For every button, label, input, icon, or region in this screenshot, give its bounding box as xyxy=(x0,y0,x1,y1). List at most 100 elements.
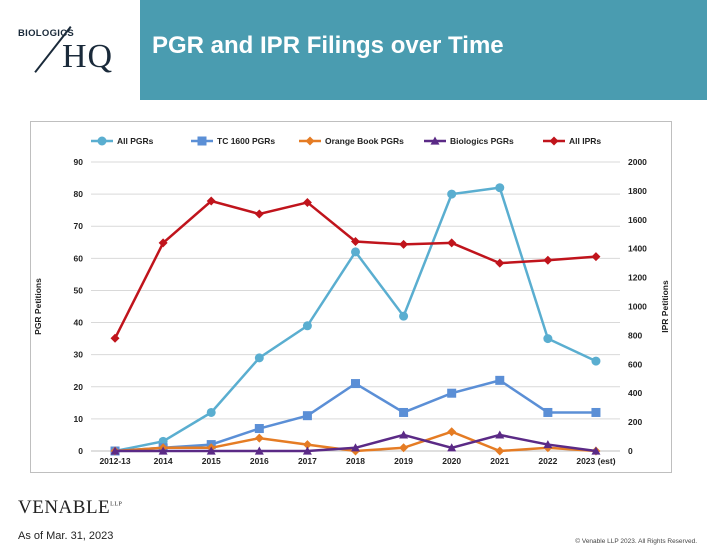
legend-swatch-marker xyxy=(197,136,207,146)
y-tick-label: 30 xyxy=(74,350,84,360)
data-point xyxy=(447,189,457,199)
data-point xyxy=(351,236,360,246)
data-point xyxy=(447,427,457,437)
y-tick-label: 80 xyxy=(74,189,84,199)
data-point xyxy=(110,333,120,343)
y-tick-label: 50 xyxy=(74,285,84,295)
data-point xyxy=(399,407,409,417)
y2-tick-label: 1600 xyxy=(628,215,647,225)
y-tick-label: 90 xyxy=(74,157,84,167)
data-point xyxy=(110,446,120,455)
data-point xyxy=(591,407,601,417)
legend-swatch-marker xyxy=(305,136,315,146)
data-point xyxy=(254,424,264,434)
data-point xyxy=(302,411,312,421)
y2-tick-label: 600 xyxy=(628,359,642,369)
x-tick-label: 2020 xyxy=(442,456,461,466)
y2-tick-label: 1200 xyxy=(628,273,647,283)
y2-axis-label: IPR Petitions xyxy=(660,280,670,333)
data-point xyxy=(399,443,409,453)
data-point xyxy=(399,311,409,321)
legend-label: All PGRs xyxy=(117,136,154,146)
data-point xyxy=(543,407,553,417)
data-point xyxy=(591,252,601,262)
venable-brand-suffix: LLP xyxy=(110,501,123,508)
data-point xyxy=(302,321,312,331)
y2-tick-label: 1800 xyxy=(628,186,647,196)
data-point xyxy=(495,430,505,439)
data-point xyxy=(254,209,264,219)
legend-label: Biologics PGRs xyxy=(450,136,514,146)
data-point xyxy=(158,446,168,455)
data-point xyxy=(351,379,360,389)
data-point xyxy=(351,247,360,257)
y2-tick-label: 0 xyxy=(628,446,633,456)
pgr-ipr-line-chart: 0 10 20 30 40 50 60 70 80 90 0 200 400 600 800 1000 1200… xyxy=(33,136,670,466)
x-tick-label: 2014 xyxy=(154,456,173,466)
x-tick-label: 2012-13 xyxy=(99,456,130,466)
data-point xyxy=(302,440,312,450)
legend-label: Orange Book PGRs xyxy=(325,136,404,146)
y2-tick-label: 2000 xyxy=(628,157,647,167)
data-point xyxy=(302,197,312,207)
y-tick-label: 10 xyxy=(74,414,84,424)
x-tick-label: 2016 xyxy=(250,456,269,466)
biologics-hq-logo: BIOLOGICS HQ xyxy=(0,0,140,100)
y-tick-label: 20 xyxy=(74,382,84,392)
data-point xyxy=(254,353,264,363)
data-point xyxy=(495,183,505,193)
data-point xyxy=(495,375,505,385)
x-tick-label: 2023 (est) xyxy=(576,456,615,466)
y-tick-label: 40 xyxy=(74,318,84,328)
data-point xyxy=(447,443,457,452)
data-point xyxy=(591,446,601,455)
header-band: BIOLOGICS HQ PGR and IPR Filings over Ti… xyxy=(0,0,707,100)
data-point xyxy=(543,255,553,265)
y-tick-label: 0 xyxy=(78,446,83,456)
copyright-notice: © Venable LLP 2023. All Rights Reserved. xyxy=(575,538,697,545)
legend-label: TC 1600 PGRs xyxy=(217,136,275,146)
x-tick-label: 2018 xyxy=(346,456,365,466)
y2-tick-label: 400 xyxy=(628,388,642,398)
data-point xyxy=(495,446,505,456)
y2-tick-label: 800 xyxy=(628,330,642,340)
data-point xyxy=(351,443,360,452)
data-point xyxy=(543,334,553,344)
data-point xyxy=(302,446,312,455)
data-point xyxy=(254,446,264,455)
x-tick-label: 2015 xyxy=(202,456,221,466)
y-tick-label: 60 xyxy=(74,253,84,263)
series-line xyxy=(113,199,597,339)
legend-swatch-marker xyxy=(549,136,559,146)
data-point xyxy=(447,238,457,248)
data-point xyxy=(158,238,168,248)
chart-frame: 0 10 20 30 40 50 60 70 80 90 0 200 400 600 800 1000 1200… xyxy=(30,121,672,473)
legend-swatch-marker xyxy=(430,136,440,145)
data-point xyxy=(206,407,216,417)
venable-logo: VENABLELLP xyxy=(18,497,122,519)
x-tick-label: 2022 xyxy=(538,456,557,466)
as-of-date: As of Mar. 31, 2023 xyxy=(18,530,114,542)
legend-label: All IPRs xyxy=(569,136,601,146)
y2-tick-label: 1400 xyxy=(628,244,647,254)
data-point xyxy=(591,356,601,366)
legend-swatch-marker xyxy=(97,136,107,146)
data-point xyxy=(495,258,505,268)
data-point xyxy=(447,388,457,398)
y-tick-label: 70 xyxy=(74,221,84,231)
data-point xyxy=(254,433,264,443)
data-point xyxy=(399,239,409,249)
venable-brand: VENABLE xyxy=(18,497,111,518)
data-point xyxy=(543,440,553,449)
page-title: PGR and IPR Filings over Time xyxy=(152,32,504,59)
x-tick-label: 2021 xyxy=(490,456,509,466)
x-tick-label: 2017 xyxy=(298,456,317,466)
data-point xyxy=(206,196,216,206)
y-axis-label: PGR Petitions xyxy=(33,278,43,335)
y2-tick-label: 1000 xyxy=(628,302,647,312)
data-point xyxy=(399,430,409,439)
series-line xyxy=(114,186,597,453)
y2-tick-label: 200 xyxy=(628,417,642,427)
x-tick-label: 2019 xyxy=(394,456,413,466)
data-point xyxy=(206,446,216,455)
